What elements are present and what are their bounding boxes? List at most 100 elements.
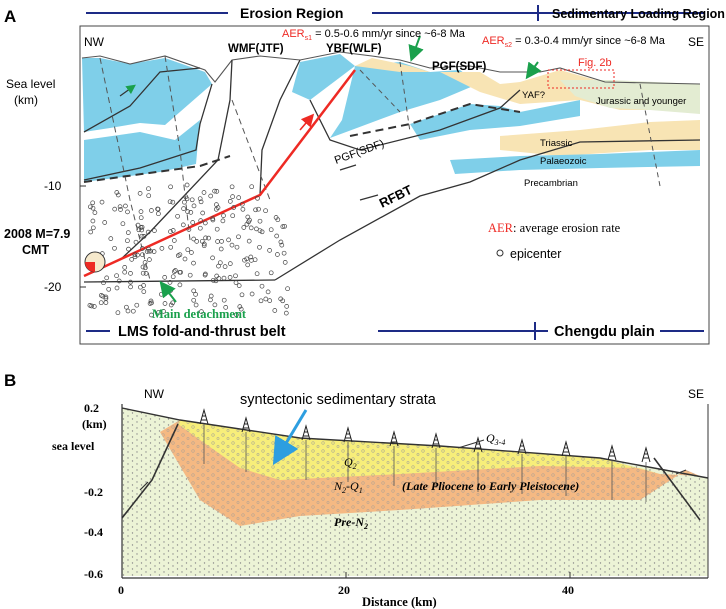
epicenter-dot [248, 225, 254, 231]
epicenter-dot [116, 278, 122, 284]
lms-label: LMS fold-and-thrust belt [118, 324, 286, 340]
thrust-arrow-1 [119, 84, 136, 97]
se-label-b: SE [688, 387, 704, 401]
q34-main: Q [486, 431, 495, 445]
epicenter-dot [244, 221, 250, 227]
epicenter-dot [233, 273, 238, 279]
n2q1-label: N2-Q1 [333, 479, 363, 495]
epicenter-dot [202, 220, 208, 226]
epicenter-dot [149, 312, 154, 318]
epicenter-dot [129, 257, 135, 262]
epicenter-dot [140, 264, 146, 270]
red-fault [83, 69, 356, 278]
epicenter-dot [216, 276, 222, 281]
epicenter-dot [115, 192, 121, 198]
epicenter-dot [193, 292, 198, 297]
epicenter-dot [186, 227, 192, 232]
x-40: 40 [562, 583, 574, 597]
epicenter-dot [185, 247, 191, 253]
epicenter-dot [201, 241, 207, 247]
epicenter-dot [222, 264, 228, 269]
green-arrow-detachment [159, 280, 177, 303]
syntectonic-label: syntectonic sedimentary strata [240, 392, 437, 408]
triassic-label: Triassic [540, 138, 573, 149]
epicenter-dot [236, 195, 242, 200]
epicenter-dot [255, 195, 260, 201]
yaf-label: YAF? [522, 90, 545, 101]
derrick-icon [389, 430, 399, 447]
aer1-text: = 0.5-0.6 mm/yr since ~6-8 Ma [312, 28, 466, 40]
sedimentary-region-label: Sedimentary Loading Region [552, 7, 725, 21]
epicenter-dot [122, 269, 128, 275]
epicenter-dot [197, 196, 203, 202]
epicenter-dot [124, 304, 129, 310]
q34-label: Q3-4 [486, 431, 505, 447]
epicenter-dot [88, 204, 93, 210]
epicenter-dot [177, 282, 183, 288]
epicenter-dot [168, 244, 174, 250]
y-neg0.2: -0.2 [84, 485, 103, 499]
epicenter-dot [219, 239, 224, 244]
epicenter-dot [180, 222, 186, 228]
epicenter-dot [138, 284, 143, 290]
epicenter-dot [103, 294, 109, 300]
epicenter-dot [170, 300, 176, 306]
derrick-icon [473, 436, 483, 453]
n2q1-q: -Q [346, 479, 359, 493]
epicenter-dot [147, 257, 152, 262]
epicenter-dot [132, 254, 138, 260]
epicenter-dot [245, 214, 251, 220]
epicenter-dot [281, 250, 287, 256]
syntectonic-arrow [272, 409, 308, 466]
nw-label-a: NW [84, 35, 105, 49]
epicenter-dot [168, 184, 173, 190]
aer-legend-text: : average erosion rate [513, 221, 621, 235]
precambrian-label: Precambrian [524, 178, 578, 189]
epicenter-dot [244, 256, 250, 262]
epicenter-dot [221, 297, 227, 303]
epicenter-dot [245, 262, 251, 268]
epicenter-dot [114, 273, 119, 279]
epicenter-dot [239, 292, 245, 298]
epicenter-dot [175, 213, 180, 219]
rfbt-label: RFBT [377, 182, 415, 211]
epicenter-dot [170, 228, 176, 233]
epicenter-dot [210, 217, 216, 223]
epicenter-dot [112, 206, 118, 212]
epicenter-dot [282, 223, 287, 229]
epicenter-dot [187, 272, 193, 278]
epicenter-dot [91, 304, 97, 309]
panel-a-label: A [4, 7, 16, 26]
epicenter-dot [227, 199, 233, 204]
epicenter-dot [265, 289, 271, 295]
epicenter-dot [90, 200, 96, 206]
se-label-a: SE [688, 35, 704, 49]
epicenter-dot [159, 246, 165, 251]
epicenter-dot [168, 229, 173, 234]
epicenter-dot [214, 206, 219, 212]
epicenter-dot [146, 193, 152, 199]
epicenter-dot [103, 300, 109, 305]
pgf-top-label: PGF(SDF) [432, 61, 486, 73]
epicenter-dot [227, 261, 233, 266]
fault-rfbt [274, 139, 701, 281]
pre-n2-label: Pre-N2 [334, 515, 368, 531]
epicenter-dot [128, 279, 133, 285]
epicenter-dot [161, 309, 166, 314]
epicenter-dot [118, 207, 123, 212]
epicenter-dot [236, 283, 242, 288]
epicenter-dot [252, 257, 258, 263]
epicenter-dot [200, 210, 206, 216]
epicenter-cloud [87, 182, 290, 318]
thrust-arrow-3 [359, 194, 379, 201]
epicenter-dot [170, 274, 176, 280]
fault-nw-2 [83, 83, 213, 181]
epicenter-dot [258, 298, 264, 304]
jurassic-label: Jurassic and younger [596, 96, 686, 107]
epicenter-dot [234, 312, 239, 318]
b-fault-arrow-nw [139, 481, 149, 491]
epicenter-dot [173, 268, 178, 273]
q34-sub: 3-4 [494, 438, 506, 447]
epicenter-dot [215, 239, 220, 244]
